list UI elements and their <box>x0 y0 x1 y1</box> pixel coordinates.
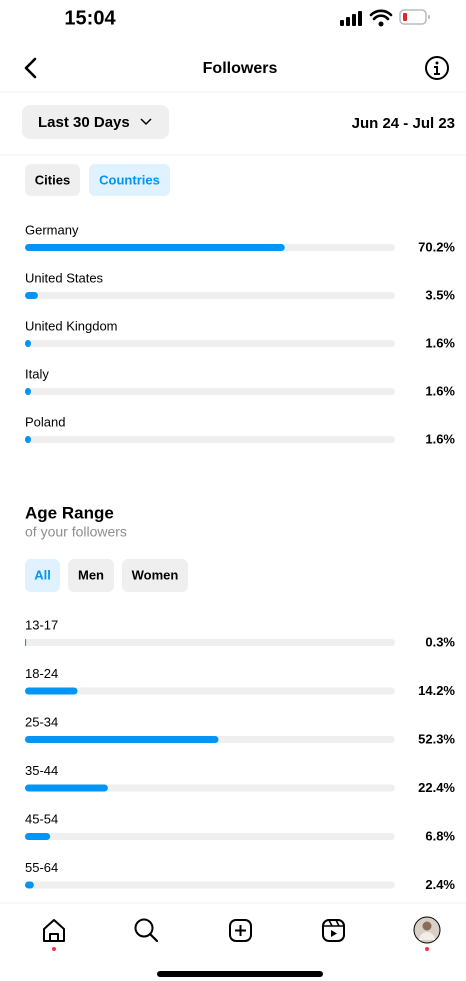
row-label: Germany <box>25 222 79 237</box>
tab-men[interactable]: Men <box>68 559 114 592</box>
bar-track <box>25 292 395 299</box>
back-button[interactable] <box>26 59 35 77</box>
tab-countries[interactable]: Countries <box>89 164 170 196</box>
value-label: 1.6% <box>425 383 455 398</box>
tab-label: Countries <box>99 172 160 187</box>
value-label: 14.2% <box>418 683 455 698</box>
bar <box>25 639 26 646</box>
tab-label: Women <box>132 567 179 582</box>
section-title: Age Range <box>25 503 114 522</box>
page-title: Followers <box>203 60 278 77</box>
row-label: 13-17 <box>25 617 58 632</box>
value-label: 52.3% <box>418 731 455 746</box>
tab-women[interactable]: Women <box>122 559 188 592</box>
tab-all[interactable]: All <box>25 559 60 592</box>
period-label: Last 30 Days <box>38 114 130 131</box>
date-range: Jun 24 - Jul 23 <box>352 115 455 132</box>
value-label: 0.3% <box>425 634 455 649</box>
status-time: 15:04 <box>64 7 116 29</box>
bar <box>25 244 285 251</box>
status-icons <box>340 10 430 27</box>
bar <box>25 388 31 395</box>
row-label: United States <box>25 270 104 285</box>
tab-label: All <box>34 567 51 582</box>
value-label: 3.5% <box>425 287 455 302</box>
bar <box>25 882 34 889</box>
bar-track <box>25 388 395 395</box>
value-label: 1.6% <box>425 431 455 446</box>
nav-search[interactable] <box>136 920 158 942</box>
bar-track <box>25 882 395 889</box>
bar <box>25 833 50 840</box>
home-indicator <box>157 971 323 977</box>
value-label: 2.4% <box>425 877 455 892</box>
bar-track <box>25 688 395 695</box>
bar-track <box>25 436 395 443</box>
row-label: United Kingdom <box>25 318 118 333</box>
row-label: 18-24 <box>25 666 58 681</box>
info-button[interactable] <box>426 57 448 79</box>
nav-profile[interactable] <box>414 917 440 951</box>
value-label: 1.6% <box>425 335 455 350</box>
value-label: 22.4% <box>418 780 455 795</box>
value-label: 6.8% <box>425 828 455 843</box>
period-dropdown[interactable]: Last 30 Days <box>22 105 169 139</box>
row-label: 25-34 <box>25 714 58 729</box>
bar <box>25 688 78 695</box>
row-label: Poland <box>25 414 65 429</box>
row-label: Italy <box>25 366 49 381</box>
bar <box>25 436 31 443</box>
row-label: 55-64 <box>25 860 58 875</box>
screen: 15:04 Followers Last 30 Days Jun 24 - Ju… <box>0 0 466 981</box>
bar <box>25 785 108 792</box>
bar <box>25 736 219 743</box>
value-label: 70.2% <box>418 239 455 254</box>
bar <box>25 340 31 347</box>
bar <box>25 292 38 299</box>
row-label: 35-44 <box>25 763 58 778</box>
tab-cities[interactable]: Cities <box>25 164 80 196</box>
nav-create[interactable] <box>230 920 251 941</box>
bar-track <box>25 340 395 347</box>
nav-reels[interactable] <box>323 920 344 941</box>
bar-track <box>25 833 395 840</box>
section-subtitle: of your followers <box>25 524 127 540</box>
nav-home[interactable] <box>44 920 64 951</box>
tab-label: Men <box>78 567 104 582</box>
row-label: 45-54 <box>25 811 58 826</box>
tab-label: Cities <box>35 172 70 187</box>
bar-track <box>25 639 395 646</box>
